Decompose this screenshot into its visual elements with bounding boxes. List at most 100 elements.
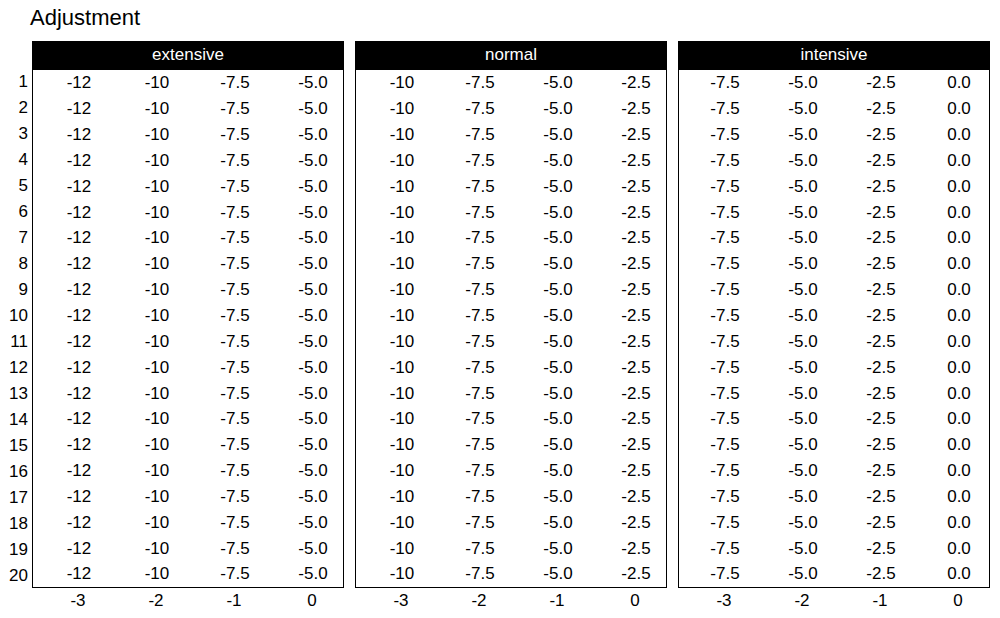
axis-tick-label: -1: [841, 592, 919, 609]
table-row: -12-10-7.5-5.0: [40, 484, 343, 510]
table-cell: -7.5: [196, 255, 274, 272]
row-label-row: 9: [0, 277, 28, 303]
row-label-row: 2: [0, 95, 28, 121]
table-cell: -7.5: [686, 152, 764, 169]
table-cell: -2.5: [842, 178, 920, 195]
table-cell: -5.0: [274, 385, 344, 402]
table-cell: 0.0: [920, 488, 990, 505]
table-cell: -10: [118, 462, 196, 479]
table-cell: -7.5: [196, 307, 274, 324]
table-cell: -2.5: [597, 255, 667, 272]
table-cell: -10: [118, 152, 196, 169]
table-cell: -10: [363, 565, 441, 582]
table-cell: -12: [40, 152, 118, 169]
table-cell: 0.0: [920, 333, 990, 350]
row-label: 13: [9, 385, 28, 402]
table-cell: -7.5: [441, 281, 519, 298]
x-axis: -3-2-10: [362, 592, 667, 609]
table-row: -7.5-5.0-2.50.0: [686, 509, 989, 535]
table-cell: -10: [363, 204, 441, 221]
table-cell: -12: [40, 74, 118, 91]
table-cell: -7.5: [441, 410, 519, 427]
table-cell: -7.5: [441, 229, 519, 246]
axis-tick-label: -1: [195, 592, 273, 609]
table-cell: -5.0: [519, 281, 597, 298]
table-cell: -10: [363, 333, 441, 350]
table-cell: 0.0: [920, 436, 990, 453]
table-row: -10-7.5-5.0-2.5: [363, 70, 666, 96]
table-cell: -2.5: [842, 281, 920, 298]
table-cell: -7.5: [196, 410, 274, 427]
table-cell: -5.0: [764, 540, 842, 557]
table-cell: -2.5: [842, 229, 920, 246]
table-cell: -10: [118, 488, 196, 505]
table-cell: -10: [363, 514, 441, 531]
table-cell: -2.5: [597, 100, 667, 117]
table-cell: -7.5: [686, 100, 764, 117]
panel-header: normal: [355, 41, 667, 69]
table-row: -10-7.5-5.0-2.5: [363, 561, 666, 587]
table-cell: -2.5: [842, 514, 920, 531]
table-row: -7.5-5.0-2.50.0: [686, 277, 989, 303]
row-label: 7: [19, 229, 28, 246]
table-cell: -5.0: [519, 540, 597, 557]
table-row: -7.5-5.0-2.50.0: [686, 406, 989, 432]
table-cell: -7.5: [686, 540, 764, 557]
table-cell: -7.5: [196, 514, 274, 531]
table-cell: -2.5: [597, 514, 667, 531]
table-cell: -5.0: [519, 410, 597, 427]
table-cell: -5.0: [274, 333, 344, 350]
table-cell: -7.5: [196, 540, 274, 557]
table-cell: -12: [40, 565, 118, 582]
table-cell: -10: [118, 178, 196, 195]
table-row: -7.5-5.0-2.50.0: [686, 173, 989, 199]
table-cell: -10: [363, 436, 441, 453]
table-cell: -5.0: [274, 204, 344, 221]
table-cell: -5.0: [764, 281, 842, 298]
table-cell: -2.5: [842, 74, 920, 91]
x-axis: -3-2-10: [685, 592, 990, 609]
table-cell: -5.0: [764, 255, 842, 272]
row-label: 15: [9, 437, 28, 454]
table-row: -12-10-7.5-5.0: [40, 173, 343, 199]
table-cell: -7.5: [196, 126, 274, 143]
table-cell: -10: [363, 307, 441, 324]
table-cell: -7.5: [686, 488, 764, 505]
table-cell: -12: [40, 410, 118, 427]
table-cell: -12: [40, 359, 118, 376]
table-cell: -7.5: [196, 204, 274, 221]
table-cell: -5.0: [274, 410, 344, 427]
table-row: -7.5-5.0-2.50.0: [686, 199, 989, 225]
table-cell: -7.5: [686, 436, 764, 453]
table-cell: -7.5: [441, 333, 519, 350]
table-cell: -12: [40, 333, 118, 350]
table-cell: -10: [118, 514, 196, 531]
table-cell: -7.5: [441, 436, 519, 453]
table-cell: -12: [40, 488, 118, 505]
table-cell: 0.0: [920, 410, 990, 427]
table-row: -7.5-5.0-2.50.0: [686, 328, 989, 354]
table-cell: -7.5: [196, 565, 274, 582]
table-row: -12-10-7.5-5.0: [40, 277, 343, 303]
table-cell: -12: [40, 255, 118, 272]
axis-tick-label: 0: [273, 592, 351, 609]
table-cell: -2.5: [842, 436, 920, 453]
row-label-row: 4: [0, 147, 28, 173]
table-row: -12-10-7.5-5.0: [40, 406, 343, 432]
table-row: -10-7.5-5.0-2.5: [363, 303, 666, 329]
table-cell: -12: [40, 385, 118, 402]
table-cell: 0.0: [920, 385, 990, 402]
table-cell: -10: [118, 204, 196, 221]
table-cell: -7.5: [196, 488, 274, 505]
table-cell: -2.5: [597, 74, 667, 91]
table-cell: 0.0: [920, 565, 990, 582]
table-row: -12-10-7.5-5.0: [40, 535, 343, 561]
row-label: 20: [9, 567, 28, 584]
table-cell: -5.0: [519, 255, 597, 272]
table-cell: 0.0: [920, 359, 990, 376]
row-label: 6: [19, 203, 28, 220]
table-cell: -10: [363, 100, 441, 117]
table-cell: -5.0: [274, 74, 344, 91]
table-cell: -5.0: [274, 359, 344, 376]
table-cell: -7.5: [441, 74, 519, 91]
